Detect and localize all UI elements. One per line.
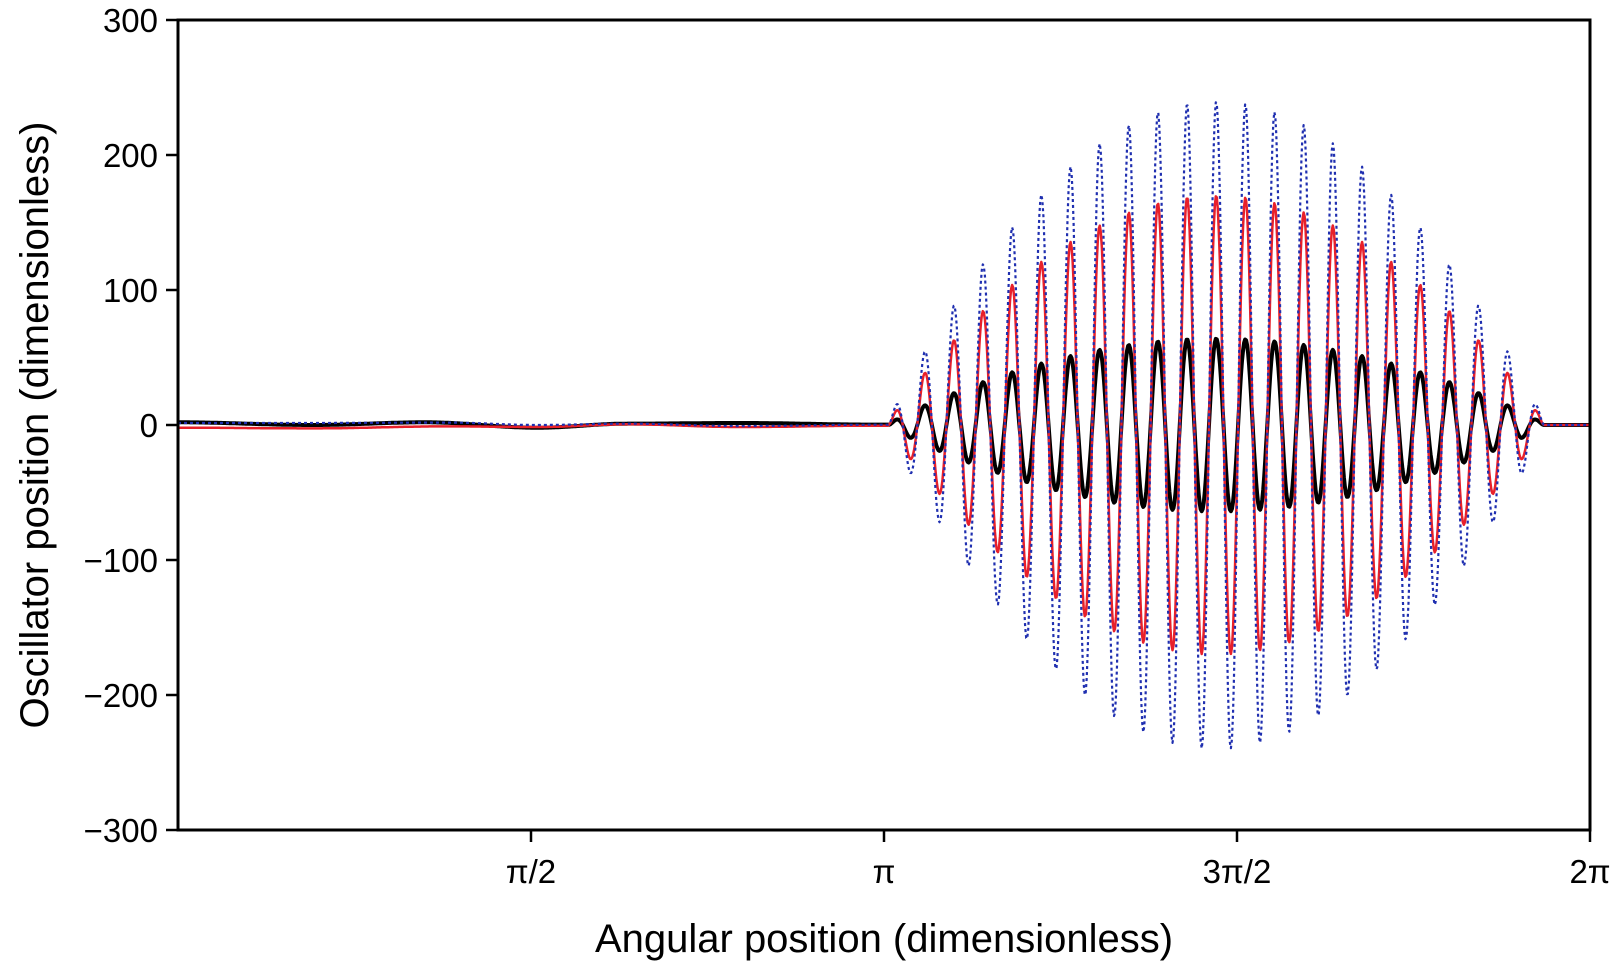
y-tick-label: 100 bbox=[103, 272, 158, 309]
x-axis-ticks: π/2 π 3π/2 2π bbox=[506, 830, 1611, 890]
series-line-blue-dotted bbox=[177, 101, 1591, 750]
series-layer bbox=[177, 101, 1591, 750]
y-tick-label: −100 bbox=[84, 542, 158, 579]
y-tick-label: 300 bbox=[103, 2, 158, 39]
series-line-red bbox=[177, 195, 1591, 656]
y-axis-ticks: 300 200 100 0 −100 −200 −300 bbox=[84, 2, 178, 849]
y-tick-label: 0 bbox=[140, 407, 158, 444]
x-tick-label: 2π bbox=[1569, 853, 1610, 890]
x-axis-title: Angular position (dimensionless) bbox=[595, 917, 1173, 961]
y-tick-label: −300 bbox=[84, 812, 158, 849]
y-tick-label: −200 bbox=[84, 677, 158, 714]
y-tick-label: 200 bbox=[103, 137, 158, 174]
x-tick-label: 3π/2 bbox=[1203, 853, 1272, 890]
x-tick-label: π/2 bbox=[506, 853, 556, 890]
x-tick-label: π bbox=[873, 853, 896, 890]
y-axis-title: Oscillator position (dimensionless) bbox=[13, 122, 57, 729]
